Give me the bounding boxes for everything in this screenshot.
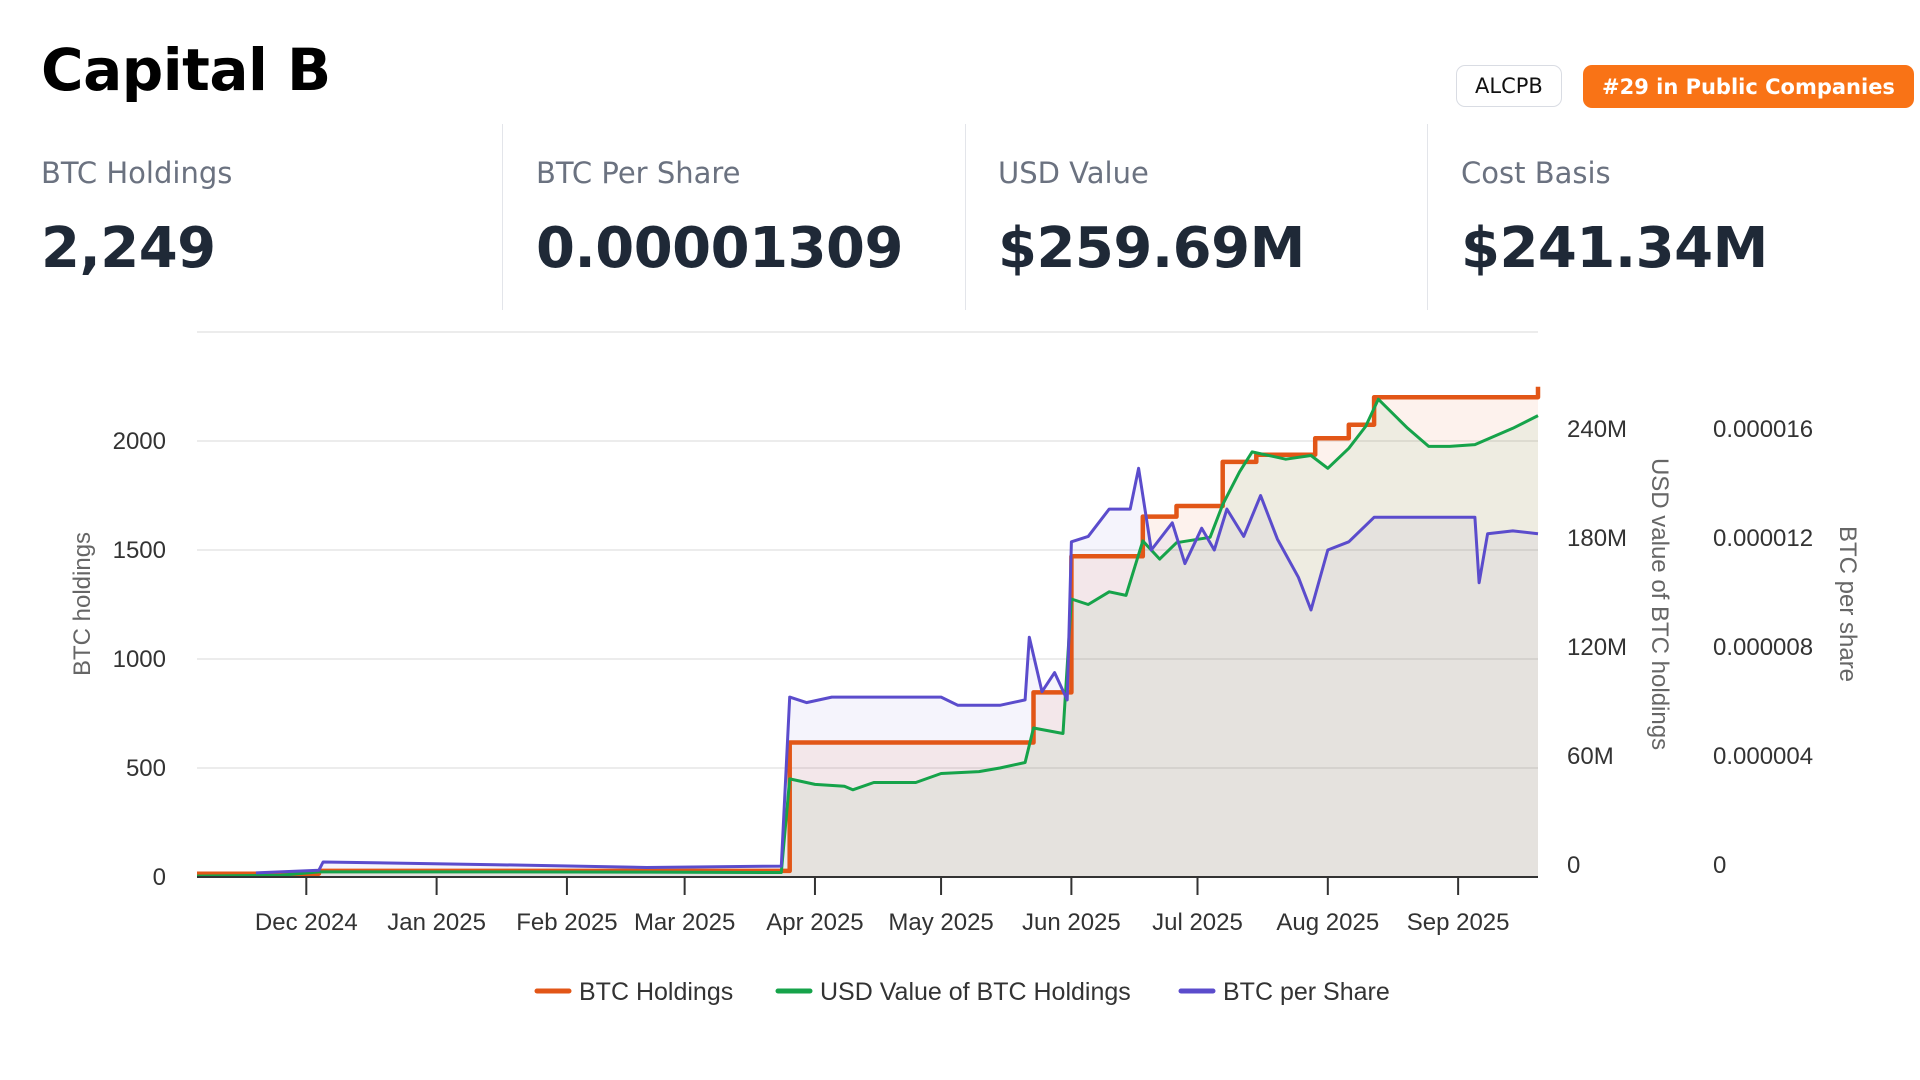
per-share-axis-tick-label: 0.000016	[1713, 416, 1813, 443]
stat-label: Cost Basis	[1461, 156, 1611, 190]
left-axis-tick-label: 1500	[113, 537, 166, 564]
x-axis-tick-label: Aug 2025	[1276, 909, 1379, 936]
per-share-axis-tick-label: 0	[1713, 852, 1726, 879]
series-line-btc-per-share	[255, 466, 1539, 875]
series-line-usd-value-of-btc-holdings	[196, 397, 1539, 878]
page-title: Capital B	[41, 36, 331, 104]
legend-label-usd-value-of-btc-holdings: USD Value of BTC Holdings	[820, 978, 1131, 1006]
left-axis-title: BTC holdings	[69, 532, 96, 676]
per-share-axis-tick-label: 0.000012	[1713, 525, 1813, 552]
stat-divider	[502, 124, 503, 310]
stat-divider	[965, 124, 966, 310]
x-axis-tick-label: Jun 2025	[1022, 909, 1121, 936]
legend-label-btc-holdings: BTC Holdings	[579, 978, 733, 1006]
stat-value: 2,249	[41, 216, 216, 281]
rank-badge[interactable]: #29 in Public Companies	[1583, 65, 1914, 108]
left-axis-tick-label: 2000	[113, 428, 166, 455]
left-axis-tick-label: 500	[126, 755, 166, 782]
left-axis-tick-label: 0	[153, 864, 166, 891]
right-axis-tick-label: 120M	[1567, 634, 1627, 661]
stat-divider	[1427, 124, 1428, 310]
per-share-axis-tick-label: 0.000008	[1713, 634, 1813, 661]
stat-label: BTC Holdings	[41, 156, 233, 190]
x-axis-tick-label: Sep 2025	[1407, 909, 1510, 936]
stat-label: BTC Per Share	[536, 156, 741, 190]
x-axis-tick-label: Jan 2025	[387, 909, 486, 936]
area-btc-per-share	[255, 468, 1538, 877]
right-axis-title: USD value of BTC holdings	[1646, 458, 1673, 750]
x-axis-tick-label: May 2025	[888, 909, 993, 936]
x-axis-tick-label: Apr 2025	[766, 909, 863, 936]
right-axis-tick-label: 240M	[1567, 416, 1627, 443]
right-axis-tick-label: 180M	[1567, 525, 1627, 552]
per-share-axis-tick-label: 0.000004	[1713, 743, 1813, 770]
stats-row: BTC Holdings 2,249 BTC Per Share 0.00001…	[0, 124, 1920, 310]
stat-value: 0.00001309	[536, 216, 903, 281]
area-btc-holdings	[197, 386, 1538, 877]
left-axis-tick-label: 1000	[113, 646, 166, 673]
stat-value: $241.34M	[1461, 216, 1768, 281]
per-share-axis-title: BTC per share	[1834, 526, 1861, 682]
x-axis-tick-label: Jul 2025	[1152, 909, 1243, 936]
stat-value: $259.69M	[998, 216, 1305, 281]
stat-label: USD Value	[998, 156, 1149, 190]
x-axis-tick-label: Feb 2025	[516, 909, 617, 936]
series-line-btc-holdings	[197, 386, 1541, 876]
right-axis-tick-label: 0	[1567, 852, 1580, 879]
right-axis-tick-label: 60M	[1567, 743, 1614, 770]
x-axis-tick-label: Dec 2024	[255, 909, 358, 936]
ticker-badge: ALCPB	[1456, 65, 1562, 107]
area-usd-value-of-btc-holdings	[197, 399, 1538, 877]
legend-label-btc-per-share: BTC per Share	[1223, 978, 1390, 1006]
x-axis-tick-label: Mar 2025	[634, 909, 735, 936]
